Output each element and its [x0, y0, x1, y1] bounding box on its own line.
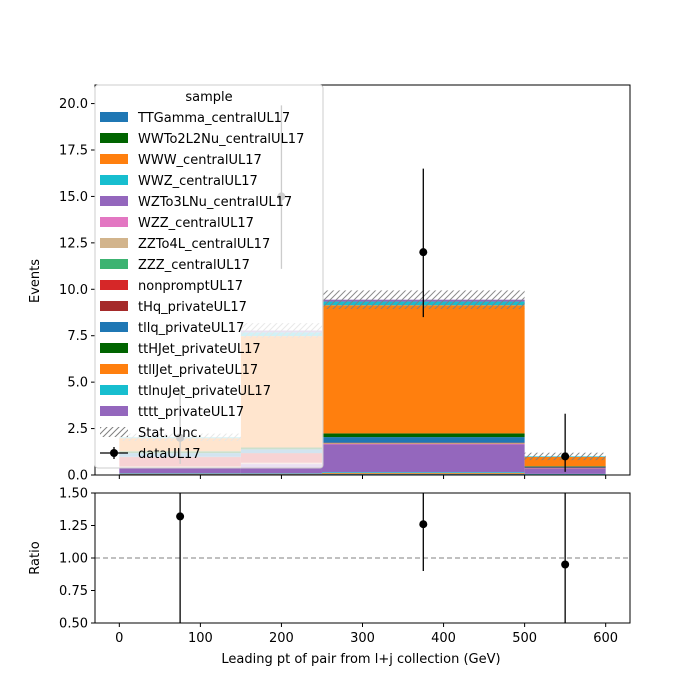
legend-box	[94, 84, 324, 469]
ratio-ylabel: Ratio	[28, 541, 43, 574]
main-ytick-label-3: 7.5	[67, 329, 88, 344]
main-ytick-label-1: 2.5	[67, 422, 88, 437]
main-ytick-label-8: 20.0	[59, 97, 88, 112]
ratio-ytick-label-4: 1.50	[59, 487, 88, 502]
legend-swatch-1	[100, 133, 128, 143]
main-ytick-label-0: 0.0	[67, 469, 88, 484]
ratio-xtick-label-0: 0	[115, 631, 123, 646]
legend-label-12: ttllJet_privateUL17	[138, 363, 258, 378]
legend-label-3: WWZ_centralUL17	[138, 174, 258, 189]
legend-swatch-4	[100, 196, 128, 206]
data-point-3	[561, 452, 570, 461]
stack-bar-4-0	[119, 467, 241, 474]
legend-label-4: WZTo3LNu_centralUL17	[138, 195, 292, 210]
stack-bar-3-0	[119, 473, 241, 474]
legend-swatch-5	[100, 217, 128, 227]
legend-label-13: ttlnuJet_privateUL17	[138, 384, 271, 399]
legend-label-0: TTGamma_centralUL17	[137, 111, 290, 126]
legend-swatch-7	[100, 259, 128, 269]
main-ytick-label-2: 5.0	[67, 376, 88, 391]
main-ytick-label-7: 17.5	[59, 144, 88, 159]
stack-bar-3-3	[524, 473, 606, 475]
legend-label-8: nonpromptUL17	[138, 279, 243, 294]
ratio-point-2	[419, 520, 428, 529]
legend-title: sample	[185, 90, 232, 105]
stack-bar-5-2	[321, 443, 525, 445]
stack-bar-3-2	[321, 472, 525, 474]
legend-label-10: tllq_privateUL17	[138, 321, 244, 336]
legend-label-7: ZZZ_centralUL17	[138, 258, 250, 273]
ratio-xtick-label-4: 400	[431, 631, 456, 646]
legend-label-11: ttHJet_privateUL17	[138, 342, 261, 357]
stack-bar-4-1	[240, 464, 322, 474]
stack-bar-12-2	[321, 305, 525, 434]
stack-bar-6-2	[321, 443, 525, 444]
ratio-ytick-label-1: 0.75	[59, 584, 88, 599]
legend-data-marker	[110, 449, 118, 457]
legend-label-1: WWTo2L2Nu_centralUL17	[138, 132, 304, 147]
stack-bar-11-2	[321, 433, 525, 438]
legend: sample TTGamma_centralUL17 WWTo2L2Nu_centr…	[94, 84, 324, 469]
ratio-xtick-label-3: 300	[350, 631, 375, 646]
main-ytick-label-6: 15.0	[59, 190, 88, 205]
stack-bar-2-2	[321, 473, 525, 475]
ratio-ytick-label-2: 1.00	[59, 552, 88, 567]
ratio-xtick-label-6: 600	[593, 631, 618, 646]
legend-label-14: tttt_privateUL17	[138, 405, 244, 420]
main-ytick-label-5: 12.5	[59, 236, 88, 251]
legend-swatch-stat-unc	[100, 427, 128, 437]
ratio-point-0	[176, 512, 185, 521]
stack-bar-4-2	[321, 444, 525, 473]
legend-swatch-14	[100, 406, 128, 416]
main-panel: 0.0 2.5 5.0 7.5 10.0 12.5 15.0 17.5 20.0 sample TT…	[59, 84, 631, 484]
legend-swatch-11	[100, 343, 128, 353]
legend-label-2: WWW_centralUL17	[138, 153, 262, 168]
legend-swatch-2	[100, 154, 128, 164]
ratio-panel: 0.50 0.75 1.00 1.25 1.50 0 100 200 300 400 500 600	[59, 487, 631, 646]
ratio-ytick-label-0: 0.50	[59, 617, 88, 632]
legend-swatch-13	[100, 385, 128, 395]
legend-label-stat-unc: Stat. Unc.	[138, 426, 202, 441]
main-ylabel: Events	[28, 259, 43, 303]
legend-label-9: tHq_privateUL17	[138, 300, 247, 315]
ratio-point-3	[561, 560, 570, 569]
stack-bar-3-1	[240, 473, 322, 474]
stack-bar-10-2	[321, 437, 525, 443]
stack-bar-2-1	[240, 473, 322, 475]
legend-swatch-10	[100, 322, 128, 332]
legend-swatch-8	[100, 280, 128, 290]
ratio-xtick-label-2: 200	[269, 631, 294, 646]
main-ytick-label-4: 10.0	[59, 283, 88, 298]
legend-swatch-12	[100, 364, 128, 374]
data-point-2	[419, 248, 428, 257]
x-axis-label: Leading pt of pair from l+j collection (…	[221, 652, 500, 667]
ratio-xtick-label-1: 100	[188, 631, 213, 646]
stack-bar-9-2	[321, 442, 525, 444]
legend-swatch-3	[100, 175, 128, 185]
ratio-xtick-label-5: 500	[512, 631, 537, 646]
ratio-ytick-label-3: 1.25	[59, 519, 88, 534]
legend-swatch-9	[100, 301, 128, 311]
legend-swatch-6	[100, 238, 128, 248]
legend-label-5: WZZ_centralUL17	[138, 216, 254, 231]
stack-bar-2-0	[119, 473, 241, 475]
legend-label-data: dataUL17	[138, 447, 201, 462]
legend-label-6: ZZTo4L_centralUL17	[138, 237, 270, 252]
legend-swatch-0	[100, 112, 128, 122]
